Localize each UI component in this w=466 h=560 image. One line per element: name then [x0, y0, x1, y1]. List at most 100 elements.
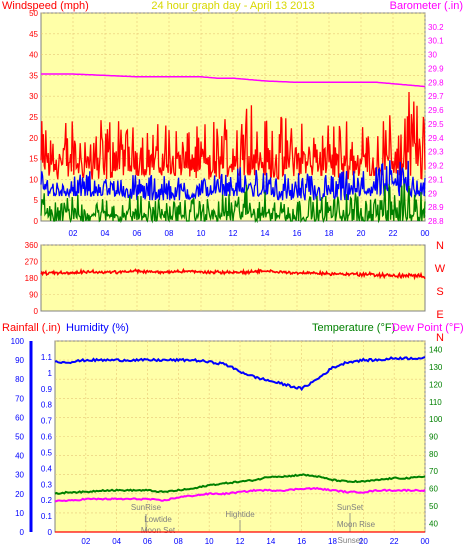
x-tick: 10	[205, 537, 214, 546]
y-tick-temperature: 110	[429, 398, 442, 407]
x-tick: 14	[266, 537, 275, 546]
y-tick-temperature: 100	[429, 415, 443, 424]
y-tick-humidity: 90	[15, 356, 24, 365]
y-tick-rainfall: 0.1	[41, 512, 53, 521]
x-tick: 06	[133, 229, 142, 238]
x-tick: 22	[390, 537, 399, 546]
y-tick-rainfall: 0.3	[41, 480, 53, 489]
wind-direction-series	[40, 267, 426, 281]
x-tick: 10	[197, 229, 206, 238]
y-tick-left: 0	[34, 217, 39, 226]
x-tick: 12	[236, 537, 245, 546]
y-tick-temperature: 140	[429, 346, 443, 355]
dew-series	[54, 486, 426, 503]
event-label: Lowtide	[144, 515, 172, 524]
event-label: SunRise	[131, 503, 162, 512]
x-tick: 20	[359, 537, 368, 546]
y-tick-temperature: 60	[429, 485, 438, 494]
event-label: Moon Rise	[337, 520, 376, 529]
y-tick-right: 30	[428, 51, 437, 60]
avg-series	[40, 183, 426, 224]
y-tick-right: 29.2	[428, 162, 444, 171]
x-tick: 02	[69, 229, 78, 238]
y-tick-rainfall: 0.2	[41, 496, 53, 505]
y-tick-left: 180	[25, 274, 39, 283]
compass-label: E	[436, 309, 443, 321]
y-tick-temperature: 120	[429, 380, 443, 389]
y-tick-right: 29	[428, 189, 437, 198]
y-axis-right-label: Barometer (.in)	[390, 0, 463, 12]
y-axis-left: 0 10 20 30 40 50 60 70 80 90 100	[11, 337, 25, 537]
y-tick-humidity: 0	[20, 528, 25, 537]
x-axis: 02 04 06 08 10 12 14 16 18 20 22 00	[81, 537, 430, 546]
humidity-series	[54, 356, 426, 392]
y-tick-right: 28.9	[428, 203, 444, 212]
y-tick-left: 50	[29, 9, 38, 18]
y-tick-rainfall: 0.5	[41, 448, 53, 457]
x-tick: 02	[81, 537, 90, 546]
compass-label: N	[436, 240, 444, 252]
y-tick-rainfall: 1	[48, 369, 53, 378]
y-tick-left: 25	[29, 113, 38, 122]
y-tick-rainfall: 0.4	[41, 464, 53, 473]
y-tick-rainfall: 0.8	[41, 401, 53, 410]
x-tick: 22	[389, 229, 398, 238]
y-tick-humidity: 60	[15, 413, 24, 422]
y-tick-right: 29.8	[428, 78, 444, 87]
x-tick: 18	[325, 229, 334, 238]
y-tick-rainfall: 0.9	[41, 385, 53, 394]
y-tick-right: 29.1	[428, 175, 444, 184]
y-tick-left: 5	[34, 196, 39, 205]
event-label: Hightide	[225, 510, 255, 519]
y-tick-humidity: 100	[11, 337, 25, 346]
event-label: SunSet	[337, 503, 364, 512]
y-tick-left: 40	[29, 51, 38, 60]
y-tick-humidity: 80	[15, 375, 24, 384]
temp-series	[54, 473, 426, 495]
compass-label: N	[436, 332, 444, 344]
y-tick-left: 30	[29, 92, 38, 101]
speed-series	[40, 160, 426, 202]
series-layer	[54, 356, 426, 533]
y-tick-left: 270	[25, 258, 39, 267]
y-tick-left: 0	[34, 307, 39, 316]
dew-point-label: Dew Point (°F)	[392, 322, 464, 334]
y-tick-left: 360	[25, 241, 39, 250]
y-tick-humidity: 50	[15, 433, 24, 442]
y-tick-humidity: 40	[15, 452, 24, 461]
x-axis: 02 04 06 08 10 12 14 16 18 20 22 00	[69, 229, 430, 238]
y-tick-humidity: 30	[15, 471, 24, 480]
y-tick-left: 20	[29, 134, 38, 143]
y-tick-right: 28.8	[428, 217, 444, 226]
y-tick-temperature: 50	[429, 502, 438, 511]
x-tick: 06	[143, 537, 152, 546]
y-tick-temperature: 40	[429, 519, 438, 528]
y-tick-humidity: 20	[15, 490, 24, 499]
rain-humidity-temperature-panel: SunRise Lowtide Moon Set Hightide SunSet Moon…	[2, 322, 464, 546]
x-tick: 00	[421, 537, 430, 546]
y-tick-right: 29.6	[428, 106, 444, 115]
compass-label: S	[436, 286, 443, 298]
baro-series	[41, 73, 426, 88]
y-tick-rainfall: 1.1	[41, 353, 53, 362]
y-tick-right: 29.5	[428, 120, 444, 129]
y-tick-left: 35	[29, 71, 38, 80]
annotations: SunRise Lowtide Moon Set Hightide SunSet Moon…	[131, 503, 376, 545]
y-axis-right: 28.8 28.9 29 29.1 29.2 29.3 29.4 29.5 29.6 29.7 29…	[428, 23, 444, 226]
y-axis-left: 0 5 10 15 20 25 30 35 40 45 50	[29, 9, 38, 226]
y-tick-right: 29.9	[428, 64, 444, 73]
x-tick: 04	[112, 537, 121, 546]
series-layer	[40, 267, 426, 281]
gust-series	[40, 91, 426, 180]
x-tick: 12	[229, 229, 238, 238]
y-tick-temperature: 80	[429, 450, 438, 459]
y-axis-right: 40 50 60 70 80 90 100 110 120 130 140	[429, 346, 443, 529]
y-tick-right: 29.7	[428, 92, 444, 101]
y-tick-right: 30.1	[428, 37, 444, 46]
x-tick: 04	[101, 229, 110, 238]
y-tick-humidity: 70	[15, 394, 24, 403]
y-tick-left: 45	[29, 30, 38, 39]
y-tick-right: 29.3	[428, 148, 444, 157]
y-tick-temperature: 130	[429, 363, 443, 372]
